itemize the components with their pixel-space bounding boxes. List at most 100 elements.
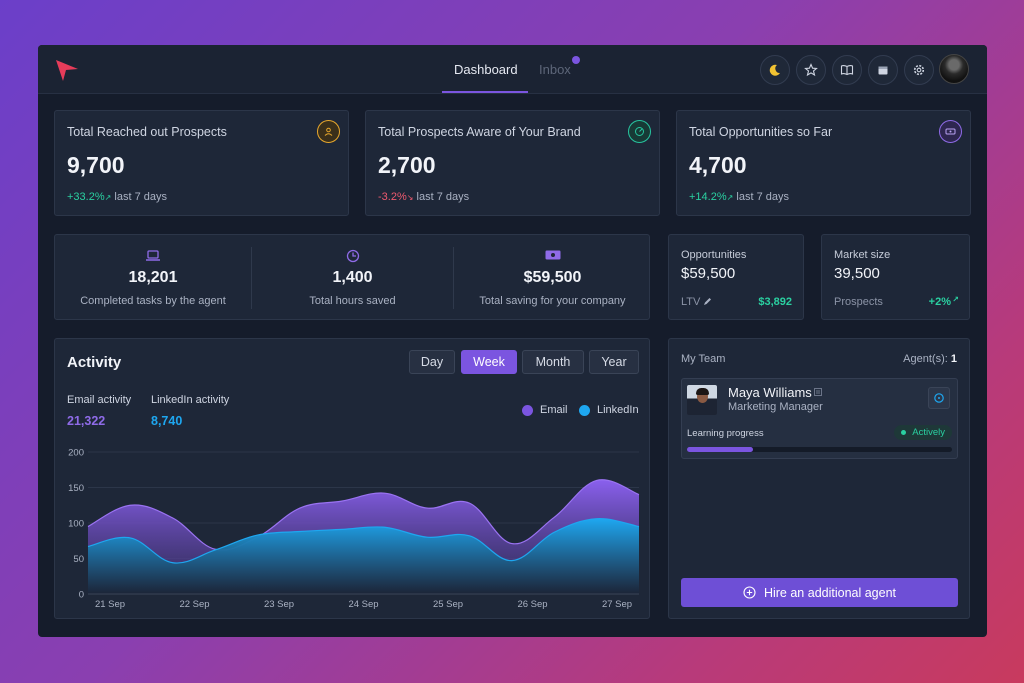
summary-value: 1,400 bbox=[332, 269, 373, 286]
active-tab-indicator bbox=[442, 91, 528, 93]
summary-label: Total saving for your company bbox=[479, 295, 626, 307]
status-dot bbox=[901, 430, 907, 435]
summary-label: Total hours saved bbox=[309, 295, 396, 307]
legend-email-label: Email bbox=[540, 404, 568, 416]
ltv-label: LTV bbox=[681, 296, 701, 308]
gear-icon bbox=[913, 64, 925, 76]
opportunities-card: Opportunities $59,500 LTV $3,892 bbox=[668, 234, 804, 320]
x-tick-label: 21 Sep bbox=[95, 599, 125, 610]
summary-value: 18,201 bbox=[128, 269, 178, 286]
chat-button[interactable] bbox=[928, 387, 950, 409]
theme-toggle-button[interactable] bbox=[760, 55, 790, 85]
stat-value: 4,700 bbox=[689, 152, 747, 178]
linkedin-activity-value: 8,740 bbox=[151, 414, 183, 428]
stat-title: Total Reached out Prospects bbox=[67, 125, 227, 139]
stat-period: last 7 days bbox=[416, 191, 470, 203]
email-activity-label: Email activity bbox=[67, 394, 132, 406]
market-size-card: Market size 39,500 Prospects +2% ↗ bbox=[821, 234, 970, 320]
trend-up-icon: ↗ bbox=[726, 193, 734, 202]
favorites-button[interactable] bbox=[796, 55, 826, 85]
y-tick-label: 0 bbox=[79, 590, 84, 601]
stat-delta-row: +14.2%↗ last 7 days bbox=[689, 191, 789, 203]
stat-card-opportunities: Total Opportunities so Far 4,700 +14.2%↗… bbox=[676, 110, 971, 216]
stat-period: last 7 days bbox=[736, 191, 789, 203]
agent-summary-card: 18,201 Completed tasks by the agent 1,40… bbox=[54, 234, 650, 320]
agent-count: Agent(s): 1 bbox=[903, 353, 957, 365]
series-line-linkedin bbox=[87, 518, 640, 564]
x-tick-label: 24 Sep bbox=[348, 599, 378, 610]
opportunities-value: $59,500 bbox=[681, 265, 736, 282]
agent-card[interactable]: Maya Williams Marketing Manager Learning… bbox=[681, 378, 958, 459]
edit-icon[interactable] bbox=[703, 297, 712, 306]
x-tick-label: 26 Sep bbox=[517, 599, 547, 610]
hire-agent-label: Hire an additional agent bbox=[763, 585, 897, 600]
tab-dashboard[interactable]: Dashboard bbox=[454, 62, 518, 77]
user-avatar[interactable] bbox=[939, 54, 969, 84]
tab-inbox[interactable]: Inbox bbox=[539, 62, 571, 77]
range-week-button[interactable]: Week bbox=[461, 350, 517, 374]
y-tick-label: 150 bbox=[68, 483, 84, 494]
prospects-delta: +2% bbox=[928, 296, 951, 308]
calendar-button[interactable] bbox=[868, 55, 898, 85]
agent-role: Marketing Manager bbox=[728, 401, 823, 413]
settings-button[interactable] bbox=[904, 55, 934, 85]
inbox-notification-dot bbox=[572, 56, 580, 64]
divider bbox=[251, 247, 252, 309]
summary-hours: 1,400 Total hours saved bbox=[252, 235, 453, 319]
divider bbox=[453, 247, 454, 309]
trend-up-icon: ↗ bbox=[104, 193, 112, 202]
ltv-value: $3,892 bbox=[758, 296, 792, 308]
book-icon bbox=[840, 65, 854, 76]
range-day-button[interactable]: Day bbox=[409, 350, 455, 374]
activity-chart: 0 50 100 150 200 21 Sep 22 Sep 23 Sep 24 Sep 25 S… bbox=[68, 448, 640, 610]
user-circle-icon bbox=[317, 120, 340, 143]
docs-button[interactable] bbox=[832, 55, 862, 85]
status-badge: Actively bbox=[894, 425, 952, 440]
stat-period: last 7 days bbox=[114, 191, 167, 203]
logo-icon[interactable] bbox=[54, 57, 80, 83]
x-tick-label: 22 Sep bbox=[179, 599, 209, 610]
star-icon bbox=[804, 63, 818, 77]
linkedin-activity-label: LinkedIn activity bbox=[151, 394, 230, 406]
team-title: My Team bbox=[681, 353, 726, 365]
y-tick-label: 100 bbox=[68, 519, 84, 530]
activity-card: Activity Day Week Month Year Email activ… bbox=[54, 338, 650, 619]
stat-card-aware: Total Prospects Aware of Your Brand 2,70… bbox=[365, 110, 660, 216]
legend-linkedin-swatch bbox=[579, 405, 590, 416]
hire-agent-button[interactable]: Hire an additional agent bbox=[681, 578, 958, 607]
market-size-value: 39,500 bbox=[834, 265, 880, 282]
chat-icon bbox=[934, 393, 944, 403]
x-tick-label: 27 Sep bbox=[602, 599, 632, 610]
legend-email-swatch bbox=[522, 405, 533, 416]
progress-label: Learning progress bbox=[687, 428, 764, 439]
calendar-icon bbox=[878, 66, 888, 75]
series-line-email bbox=[87, 479, 640, 551]
my-team-card: My Team Agent(s): 1 Maya Williams Market… bbox=[668, 338, 970, 619]
stat-value: 2,700 bbox=[378, 152, 436, 178]
trend-down-icon: ↘ bbox=[406, 193, 414, 202]
stat-value: 9,700 bbox=[67, 152, 125, 178]
range-month-button[interactable]: Month bbox=[522, 350, 584, 374]
summary-saving: $59,500 Total saving for your company bbox=[454, 235, 651, 319]
x-tick-label: 25 Sep bbox=[433, 599, 463, 610]
progress-fill bbox=[687, 447, 754, 452]
stat-delta: +33.2% bbox=[67, 191, 105, 203]
money-icon bbox=[545, 250, 560, 260]
moon-icon bbox=[769, 64, 780, 76]
summary-tasks: 18,201 Completed tasks by the agent bbox=[55, 235, 251, 319]
series-area-linkedin bbox=[88, 518, 639, 594]
badge-icon bbox=[814, 388, 822, 396]
y-tick-label: 50 bbox=[73, 554, 84, 565]
gauge-icon bbox=[628, 120, 651, 143]
stat-delta: -3.2% bbox=[378, 191, 407, 203]
stat-delta: +14.2% bbox=[689, 191, 727, 203]
prospects-label: Prospects bbox=[834, 296, 883, 308]
y-tick-label: 200 bbox=[68, 448, 84, 459]
plus-circle-icon bbox=[743, 586, 756, 599]
range-year-button[interactable]: Year bbox=[589, 350, 639, 374]
agent-name: Maya Williams bbox=[728, 385, 812, 400]
stat-delta-row: +33.2%↗ last 7 days bbox=[67, 191, 167, 203]
activity-title: Activity bbox=[67, 354, 122, 371]
stat-title: Total Prospects Aware of Your Brand bbox=[378, 125, 581, 139]
stat-card-reached: Total Reached out Prospects 9,700 +33.2%… bbox=[54, 110, 349, 216]
